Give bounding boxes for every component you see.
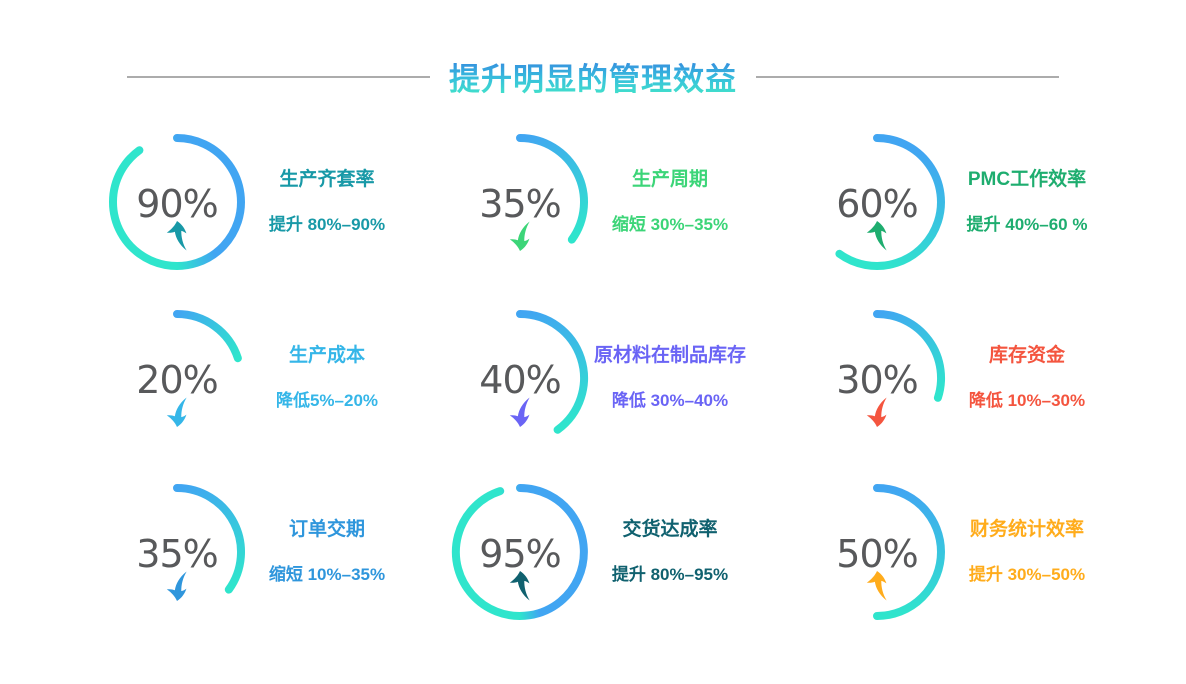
metric-title: 原材料在制品库存	[593, 345, 746, 367]
gauge-card: 95% 交货达成率 提升 80%–95%	[450, 482, 807, 642]
trend-up-icon	[866, 221, 887, 251]
trend-up-icon	[509, 571, 530, 601]
gauge-card: 30% 库存资金 降低 10%–30%	[807, 308, 1186, 482]
gauge-card: 60% PMC工作效率 提升 40%–60 %	[807, 132, 1186, 308]
percent-label: 30%	[836, 358, 918, 402]
percent-label: 20%	[136, 358, 218, 402]
progress-ring: 20%	[107, 308, 247, 448]
metric-subtitle: 提升 80%–90%	[268, 215, 386, 235]
metric-title: 财务统计效率	[969, 519, 1084, 541]
metric-subtitle: 缩短 30%–35%	[611, 215, 729, 235]
progress-ring: 50%	[807, 482, 947, 622]
metric-title: 生产成本	[288, 345, 365, 367]
trend-down-icon	[509, 221, 530, 251]
percent-label: 35%	[136, 532, 218, 576]
metric-info: PMC工作效率 提升 40%–60 %	[917, 132, 1137, 272]
metric-info: 原材料在制品库存 降低 30%–40%	[560, 308, 780, 448]
gauge-card: 90% 生产齐套率 提升 80%–90%	[107, 132, 450, 308]
metric-info: 财务统计效率 提升 30%–50%	[917, 482, 1137, 622]
trend-up-icon	[166, 221, 187, 251]
progress-arc	[108, 134, 245, 270]
progress-ring: 30%	[807, 308, 947, 448]
page-title: 提升明显的管理效益	[449, 54, 737, 99]
gauge-card: 40% 原材料在制品库存 降低 30%–40%	[450, 308, 807, 482]
progress-ring: 95%	[450, 482, 590, 622]
metric-info: 交货达成率 提升 80%–95%	[560, 482, 780, 622]
progress-arc	[451, 484, 588, 620]
percent-label: 50%	[836, 532, 918, 576]
percent-label: 90%	[136, 182, 218, 226]
progress-ring: 35%	[450, 132, 590, 272]
metric-subtitle: 提升 30%–50%	[968, 565, 1086, 585]
ring-center: 60%	[807, 132, 947, 272]
metric-subtitle: 缩短 10%–35%	[268, 565, 386, 585]
trend-down-icon	[509, 397, 530, 427]
ring-center: 35%	[107, 482, 247, 622]
gauge-card: 35% 订单交期 缩短 10%–35%	[107, 482, 450, 642]
header-divider-left	[127, 75, 430, 78]
progress-arc	[516, 310, 588, 434]
header: 提升明显的管理效益	[0, 54, 1186, 99]
metric-info: 生产周期 缩短 30%–35%	[560, 132, 780, 272]
trend-down-icon	[166, 571, 187, 601]
metric-info: 生产齐套率 提升 80%–90%	[217, 132, 437, 272]
ring-center: 90%	[107, 132, 247, 272]
metric-info: 订单交期 缩短 10%–35%	[217, 482, 437, 622]
header-divider-right	[756, 75, 1059, 78]
metric-subtitle: 降低 30%–40%	[611, 391, 729, 411]
trend-down-icon	[866, 397, 887, 427]
gauge-card: 35% 生产周期 缩短 30%–35%	[450, 132, 807, 308]
progress-arc	[516, 134, 588, 244]
percent-label: 35%	[479, 182, 561, 226]
metric-info: 库存资金 降低 10%–30%	[917, 308, 1137, 448]
ring-center: 95%	[450, 482, 590, 622]
ring-center: 30%	[807, 308, 947, 448]
progress-arc	[873, 310, 946, 402]
metric-subtitle: 提升 80%–95%	[611, 565, 729, 585]
metric-title: 生产齐套率	[279, 169, 375, 191]
metric-title: PMC工作效率	[967, 169, 1087, 191]
progress-ring: 60%	[807, 132, 947, 272]
progress-ring: 90%	[107, 132, 247, 272]
percent-label: 60%	[836, 182, 918, 226]
ring-center: 20%	[107, 308, 247, 448]
metric-title: 交货达成率	[622, 519, 718, 541]
ring-center: 50%	[807, 482, 947, 622]
progress-ring: 35%	[107, 482, 247, 622]
metric-subtitle: 降低5%–20%	[275, 391, 379, 411]
metric-title: 库存资金	[988, 345, 1065, 367]
metric-subtitle: 提升 40%–60 %	[966, 215, 1088, 235]
metric-title: 订单交期	[288, 519, 365, 541]
gauge-grid: 90% 生产齐套率 提升 80%–90% 35% 生产周期 缩短 30%–35%	[107, 132, 1186, 642]
progress-arc	[173, 310, 242, 363]
percent-label: 40%	[479, 358, 561, 402]
metric-title: 生产周期	[631, 169, 708, 191]
ring-center: 40%	[450, 308, 590, 448]
metric-subtitle: 降低 10%–30%	[968, 391, 1086, 411]
progress-arc	[173, 484, 245, 594]
ring-center: 35%	[450, 132, 590, 272]
trend-up-icon	[866, 571, 887, 601]
trend-down-icon	[166, 397, 187, 427]
metric-info: 生产成本 降低5%–20%	[217, 308, 437, 448]
progress-ring: 40%	[450, 308, 590, 448]
progress-arc	[835, 134, 945, 270]
gauge-card: 20% 生产成本 降低5%–20%	[107, 308, 450, 482]
gauge-card: 50% 财务统计效率 提升 30%–50%	[807, 482, 1186, 642]
percent-label: 95%	[479, 532, 561, 576]
progress-arc	[873, 484, 945, 620]
